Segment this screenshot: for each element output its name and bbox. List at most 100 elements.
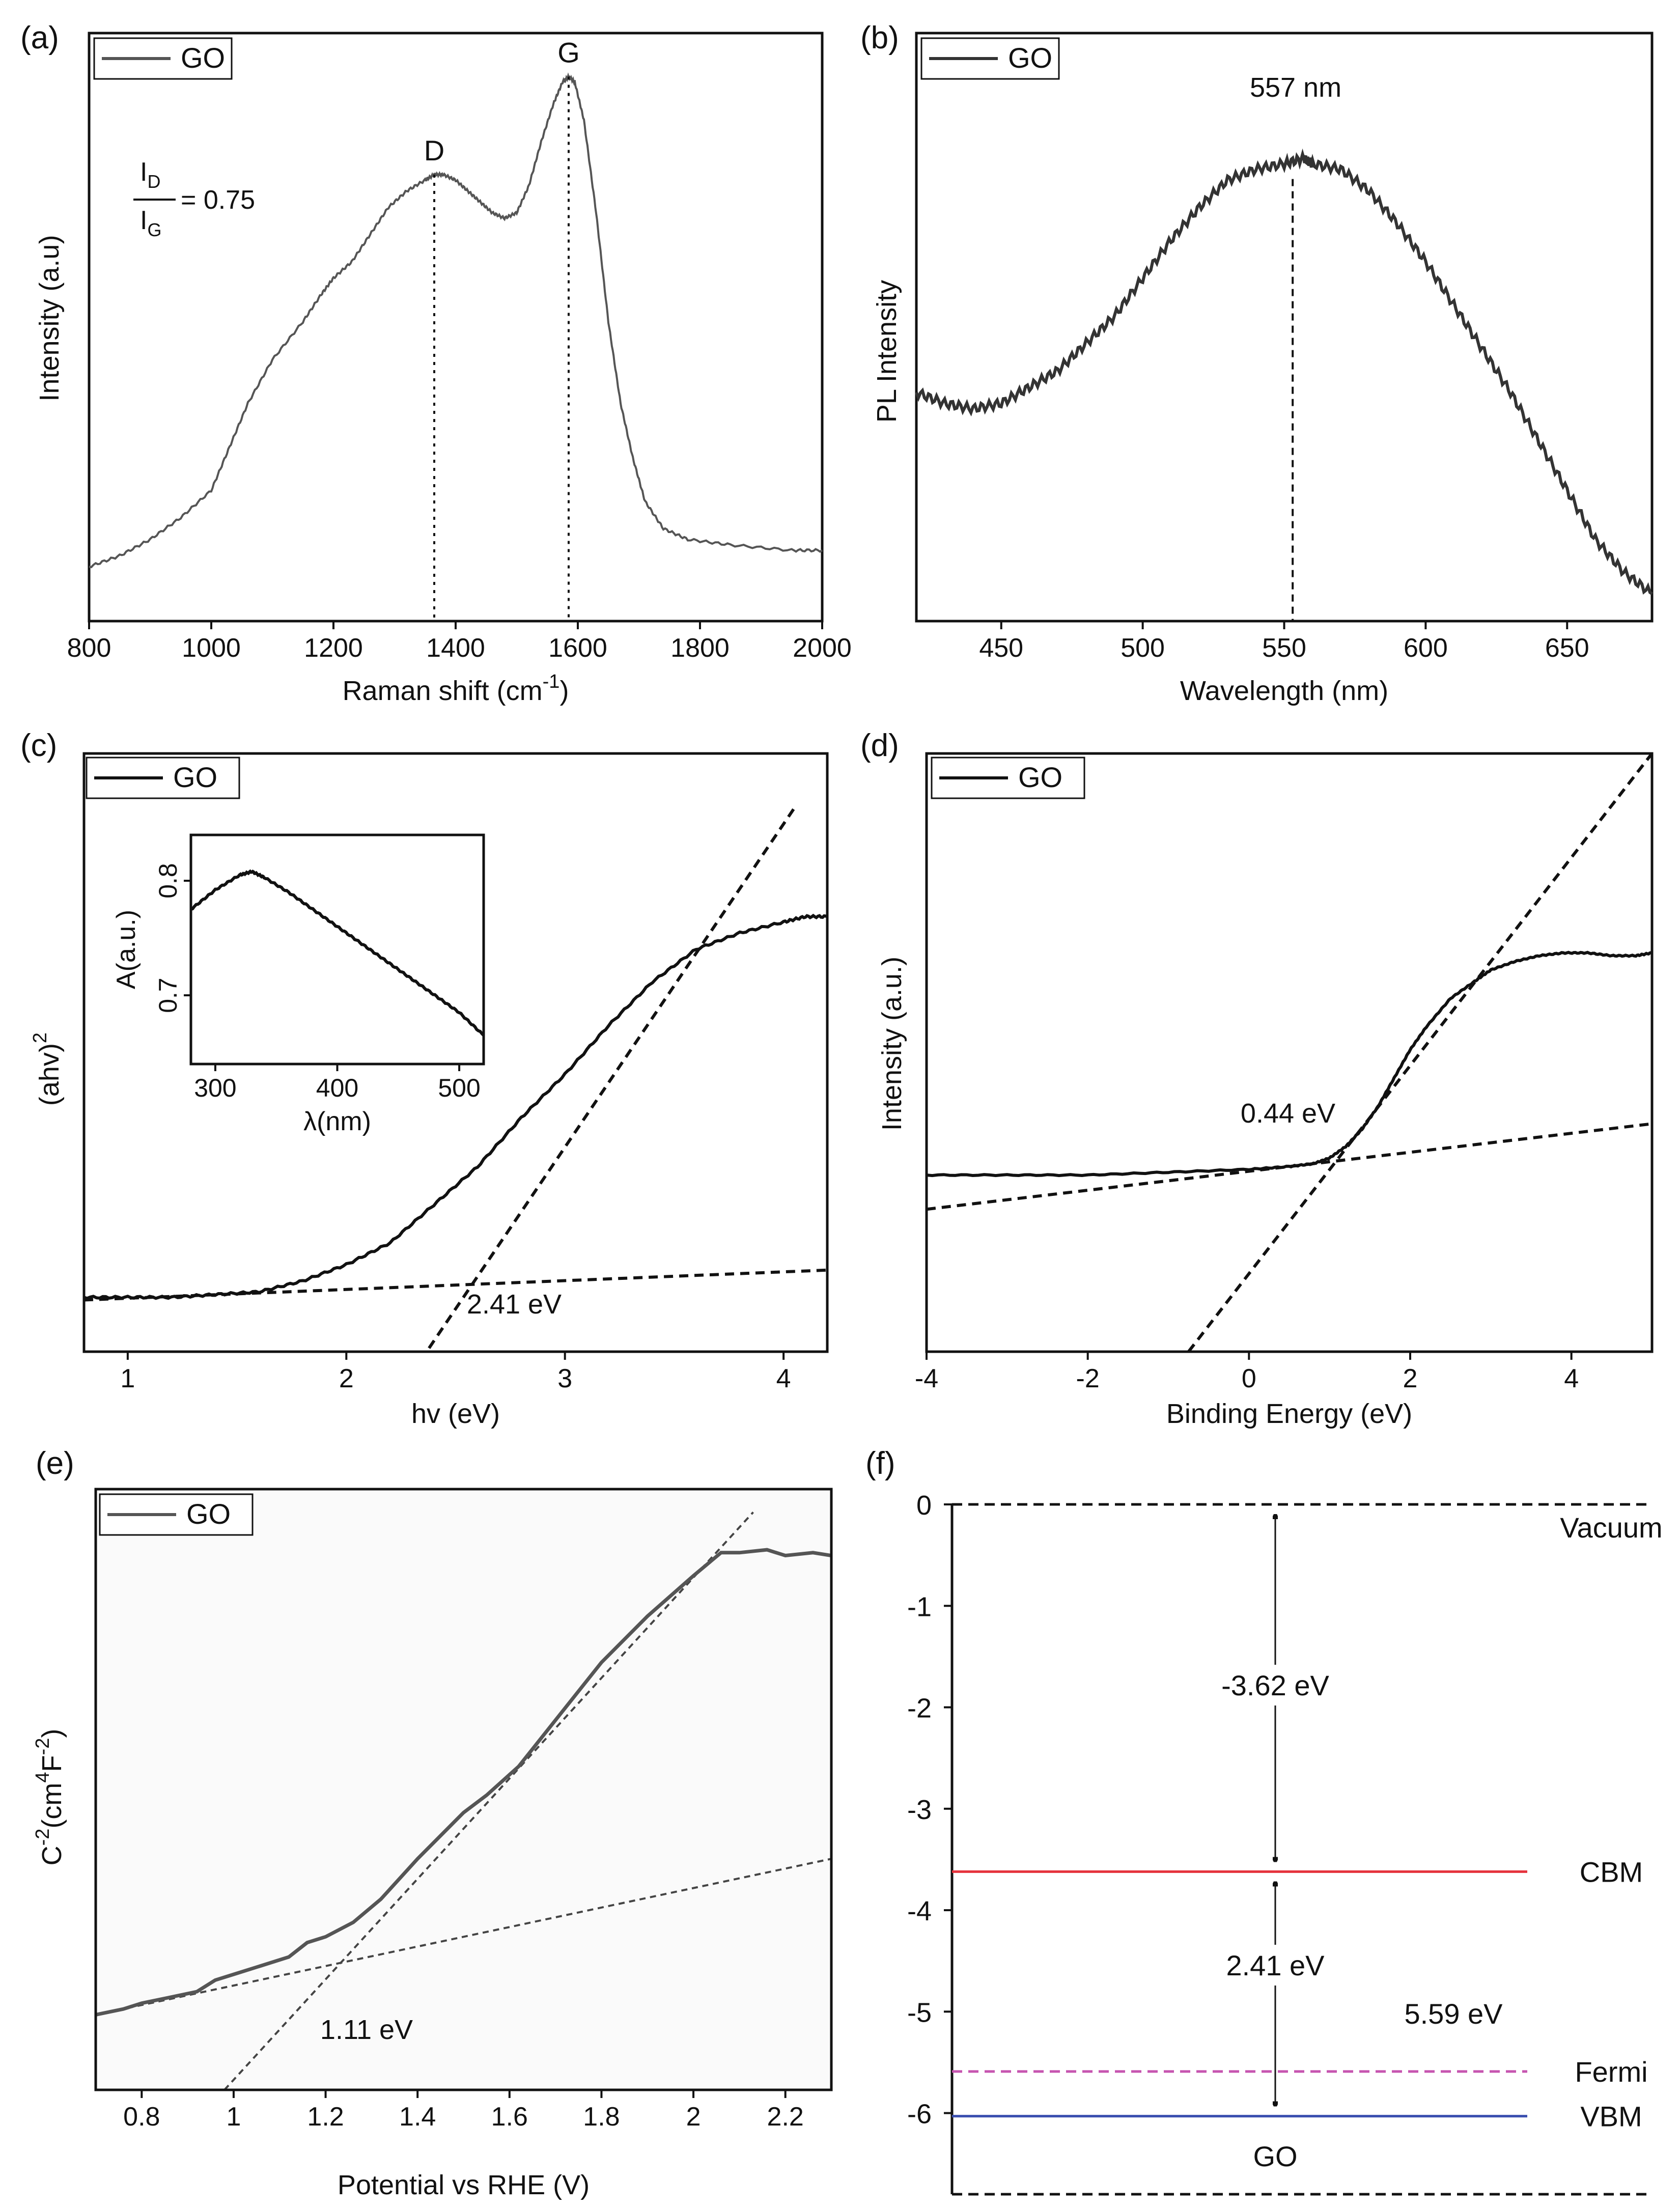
c-fit-line [84, 1268, 827, 1302]
c-x-tick-label: 3 [557, 1364, 572, 1393]
e-y-axis-label-tail1: (cm [37, 1783, 67, 1829]
e-y-axis-label-tail2: F [37, 1755, 67, 1772]
c-panel-label: (c) [20, 728, 57, 763]
d-x-tick-label: 0 [1242, 1364, 1256, 1393]
f-gap-label: -3.62 eV [1221, 1669, 1329, 1701]
b-series-line [915, 148, 1653, 595]
e-flatband-annotation: 1.11 eV [320, 2015, 413, 2045]
d-edge-annotation: 0.44 eV [1241, 1098, 1335, 1129]
c-inset-series-line [190, 869, 485, 1037]
c-inset-x-tick-label: 300 [194, 1074, 236, 1102]
a-ratio-den-sub: G [147, 219, 161, 240]
c-inset-y-tick-label: 0.8 [154, 863, 182, 899]
e-plot-bg [96, 1489, 831, 2090]
e-x-tick-label: 1 [226, 2102, 241, 2132]
a-ratio-numerator: ID [140, 157, 160, 192]
b-panel-label: (b) [860, 20, 899, 55]
f-level-label-vacuum: Vacuum [1560, 1512, 1662, 1544]
b-x-axis-label: Wavelength (nm) [1180, 676, 1388, 706]
a-panel-label: (a) [20, 20, 59, 55]
e-series-line [96, 1548, 831, 2017]
f-y-tick-label: -3 [907, 1795, 932, 1825]
e-y-axis-label-main: C [37, 1846, 67, 1865]
c-y-axis-label: (ahv)2 [30, 1032, 65, 1106]
a-x-tick-label: 1400 [426, 633, 485, 663]
f-y-tick-label: -6 [907, 2099, 932, 2130]
d-panel-label: (d) [860, 728, 899, 763]
f-material-label: GO [1253, 2140, 1297, 2172]
a-x-tick-label: 800 [67, 633, 111, 663]
a-x-tick-label: 2000 [793, 633, 852, 663]
b-x-tick-label: 600 [1404, 633, 1448, 663]
a-y-axis-label: Intensity (a.u) [34, 235, 65, 401]
b-x-tick-label: 450 [979, 633, 1023, 663]
a-series-line [89, 72, 823, 569]
a-peak-label: G [557, 37, 580, 69]
f-y-tick-label: -4 [907, 1896, 932, 1926]
a-ratio-denominator: IG [140, 206, 161, 240]
a-peak-label: D [424, 134, 444, 166]
c-x-tick-label: 1 [120, 1364, 135, 1393]
e-x-tick-label: 1.4 [399, 2102, 436, 2132]
e-x-axis-label: Potential vs RHE (V) [338, 2170, 590, 2200]
e-y-axis-label-sup2: 4 [32, 1772, 53, 1782]
c-inset-x-tick-label: 400 [316, 1074, 358, 1102]
a-x-tick-label: 1800 [670, 633, 730, 663]
f-panel-label: (f) [865, 1446, 895, 1481]
f-level-label-vbm: VBM [1580, 2101, 1642, 2133]
a-x-axis-label-tail: ) [559, 676, 569, 706]
d-y-axis-label: Intensity (a.u.) [877, 957, 907, 1131]
e-y-axis-label-end: ) [37, 1729, 67, 1738]
f-y-tick-label: -5 [907, 1997, 932, 2028]
c-y-axis-label-sup: 2 [30, 1032, 51, 1043]
panel-d-xps: (d) 0.44 eV -4 -2 0 2 4 Binding Energy (eV) Inte… [860, 728, 1654, 1429]
d-fit-line [1187, 753, 1652, 1352]
d-x-axis-label: Binding Energy (eV) [1166, 1399, 1412, 1429]
a-plot-frame [88, 32, 824, 623]
c-inset-frame [189, 833, 485, 1066]
a-ratio-value: = 0.75 [181, 185, 255, 215]
d-x-tick-label: -4 [915, 1364, 938, 1393]
a-x-tick-label: 1000 [182, 633, 241, 663]
b-legend-label: GO [1008, 42, 1052, 74]
c-x-tick-label: 4 [776, 1364, 791, 1393]
a-ratio-num-main: I [140, 157, 147, 187]
e-x-tick-label: 1.2 [307, 2102, 344, 2132]
c-x-axis-label: hv (eV) [411, 1399, 500, 1429]
b-peak-annotation: 557 nm [1250, 72, 1341, 103]
d-legend-label: GO [1018, 761, 1062, 793]
e-x-tick-label: 0.8 [123, 2102, 160, 2132]
c-y-axis-label-main: (ahv) [34, 1043, 65, 1106]
f-level-label-cbm: CBM [1580, 1856, 1643, 1888]
a-legend-label: GO [181, 42, 225, 74]
e-x-tick-label: 1.8 [583, 2102, 620, 2132]
f-y-tick-label: 0 [916, 1490, 932, 1521]
a-x-axis-label: Raman shift (cm-1) [343, 671, 569, 706]
f-gap-label-bg [1189, 1945, 1362, 1986]
e-y-axis-label: C-2(cm4F-2) [32, 1729, 67, 1866]
e-x-tick-label: 1.6 [491, 2102, 528, 2132]
e-y-axis-label-sup1: -2 [32, 1829, 53, 1846]
b-x-tick-label: 500 [1121, 633, 1165, 663]
e-panel-label: (e) [36, 1446, 74, 1481]
f-gap-label: 2.41 eV [1226, 1949, 1325, 1981]
d-series-line [927, 950, 1652, 1178]
c-inset-y-axis-label: A(a.u.) [111, 910, 141, 989]
e-fit-line [96, 1858, 831, 2016]
f-gap-label-bg [1189, 1665, 1362, 1705]
d-x-tick-label: -2 [1076, 1364, 1100, 1393]
a-x-tick-label: 1200 [304, 633, 363, 663]
a-x-tick-label: 1600 [548, 633, 607, 663]
c-bandgap-annotation: 2.41 eV [467, 1289, 562, 1320]
c-x-tick-label: 2 [339, 1364, 354, 1393]
d-x-tick-label: 2 [1403, 1364, 1418, 1393]
panel-b-pl: (b) 557 nm 450 500 550 600 650 Wavelength (nm) P… [860, 20, 1654, 706]
e-y-axis-label-sup3: -2 [32, 1738, 53, 1755]
f-y-tick-label: -2 [907, 1693, 932, 1724]
e-plot-frame [94, 1488, 833, 2091]
c-plot-frame [82, 752, 829, 1353]
e-x-tick-label: 2 [686, 2102, 701, 2132]
f-fermi-value: 5.59 eV [1404, 1998, 1503, 2030]
c-fit-line [425, 807, 796, 1352]
